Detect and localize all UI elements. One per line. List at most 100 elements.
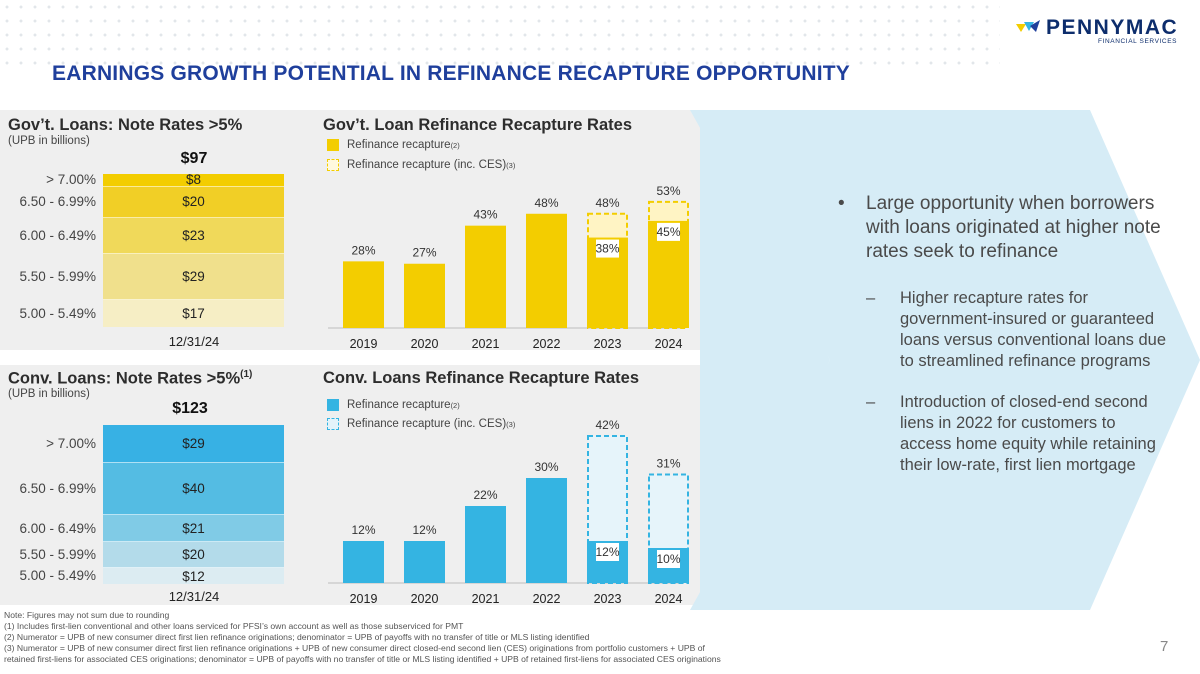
gov-recap-bar — [465, 225, 506, 328]
conv-recap-x-tick: 2020 — [411, 592, 439, 606]
gov-notes-rate-label: > 7.00% — [46, 172, 96, 188]
conv-notes-segment-value: $29 — [182, 436, 205, 452]
conv-notes-segment-value: $21 — [182, 520, 205, 536]
gov-recap-title: Gov’t. Loan Refinance Recapture Rates — [323, 116, 632, 134]
gov-recap-bar — [343, 261, 384, 328]
gov-recap-bar — [526, 213, 567, 328]
conv-notes-segment-value: $40 — [182, 481, 205, 497]
gov-legend-dashed-swatch — [327, 159, 339, 171]
gov-notes-rate-label: 5.50 - 5.99% — [19, 269, 96, 285]
bullet-dot: • — [838, 193, 845, 214]
bullet-main-text: Large opportunity when borrowers with lo… — [866, 193, 1161, 262]
conv-notes-segment: $29 — [103, 425, 284, 464]
conv-legend-dashed: Refinance recapture (inc. CES) (3) — [327, 418, 515, 430]
gov-notes-segment-value: $23 — [182, 228, 205, 244]
gov-legend-solid-swatch — [327, 139, 339, 151]
conv-recap-x-tick: 2019 — [350, 592, 378, 606]
bullet-sub-2-text: Introduction of closed-end second liens … — [900, 393, 1156, 474]
gov-recap-bar-label: 45% — [656, 225, 680, 239]
conv-recap-x-tick: 2023 — [594, 592, 622, 606]
footnote: (3) Numerator = UPB of new consumer dire… — [4, 643, 705, 653]
conv-recap-bar-label: 10% — [656, 552, 680, 566]
conv-notes-rate-label: > 7.00% — [46, 436, 96, 452]
conv-notes-title-text: Conv. Loans: Note Rates >5% — [8, 369, 241, 388]
bullet-dash: – — [866, 289, 876, 307]
gov-legend-solid: Refinance recapture (2) — [327, 139, 460, 151]
callout-arrow — [690, 110, 1200, 610]
gov-notes-subtitle: (UPB in billions) — [8, 135, 90, 147]
gov-notes-total: $97 — [180, 150, 208, 167]
gov-legend-solid-sup: (2) — [450, 140, 460, 150]
gov-legend-dashed-label: Refinance recapture (inc. CES) — [347, 159, 507, 171]
bullet-sub-1-text: Higher recapture rates for government-in… — [900, 289, 1167, 370]
arrow-tip — [700, 110, 830, 610]
page-title: EARNINGS GROWTH POTENTIAL IN REFINANCE R… — [52, 62, 850, 85]
conv-notes-title: Conv. Loans: Note Rates >5%(1) — [8, 369, 252, 389]
gov-notes-rate-label: 6.50 - 6.99% — [19, 194, 96, 210]
conv-notes-title-sup: (1) — [240, 369, 253, 380]
conv-recap-bar — [404, 541, 445, 583]
brand-name: PENNYMAC — [1046, 16, 1179, 39]
gov-recap-chart: 28% 2019 27% 2020 43% 2021 48% 2022 48% 38% 2023 53… — [328, 184, 689, 351]
gov-notes-segment-value: $8 — [185, 172, 202, 188]
conv-recap-x-tick: 2021 — [472, 592, 500, 606]
conv-notes-subtitle: (UPB in billions) — [8, 388, 90, 400]
conv-notes-segment-value: $20 — [182, 547, 205, 563]
conv-recap-bar-label: 12% — [595, 545, 619, 559]
footnote: (1) Includes first-lien conventional and… — [4, 621, 464, 631]
conv-recap-bar — [343, 541, 384, 583]
gov-recap-bar-label-box — [657, 222, 680, 241]
bullet-dash: – — [866, 393, 876, 411]
gov-notes-rate-label: 6.00 - 6.49% — [19, 228, 96, 244]
conv-notes-rate-label: 5.00 - 5.49% — [19, 568, 96, 584]
conv-legend-dashed-swatch — [327, 418, 339, 430]
bullet-sub-2: – Introduction of closed-end second liens… — [838, 392, 1168, 476]
gov-recap-x-tick: 2021 — [472, 337, 500, 351]
bullet-main: • Large opportunity when borrowers with l… — [838, 192, 1168, 264]
pennymac-logo: PENNYMAC FINANCIAL SERVICES — [1016, 16, 1186, 48]
gov-legend-dashed-sup: (3) — [506, 160, 516, 170]
gov-recap-bar-ces-label: 53% — [656, 184, 680, 198]
gov-recap-x-tick: 2024 — [655, 337, 683, 351]
gov-notes-segment: $17 — [103, 300, 284, 327]
conv-notes-segment: $12 — [103, 568, 284, 584]
gov-legend-solid-label: Refinance recapture — [347, 139, 451, 151]
conv-notes-segment: $40 — [103, 463, 284, 516]
conv-recap-bar-ces-label: 42% — [595, 418, 619, 432]
gov-notes-segment: $23 — [103, 218, 284, 255]
gov-recap-bar-ces-label: 48% — [595, 196, 619, 210]
conv-notes-total: $123 — [172, 400, 208, 417]
conv-recap-bar-ces-label: 31% — [656, 457, 680, 471]
conv-legend-solid-swatch — [327, 399, 339, 411]
pennymac-logo-icon — [1016, 20, 1040, 32]
gov-legend-dashed: Refinance recapture (inc. CES) (3) — [327, 159, 515, 171]
gov-recap-x-tick: 2019 — [350, 337, 378, 351]
gov-recap-x-tick: 2022 — [533, 337, 561, 351]
conv-legend-dashed-sup: (3) — [506, 419, 516, 429]
conv-notes-segment: $20 — [103, 542, 284, 569]
gov-notes-segment: $29 — [103, 254, 284, 301]
gov-recap-x-tick: 2023 — [594, 337, 622, 351]
conv-recap-bar — [526, 478, 567, 583]
conv-legend-solid-label: Refinance recapture — [347, 399, 451, 411]
gov-notes-segment: $20 — [103, 186, 284, 219]
conv-recap-bar-label: 12% — [412, 523, 436, 537]
page-number: 7 — [1160, 638, 1169, 655]
conv-legend-solid: Refinance recapture (2) — [327, 399, 460, 411]
gov-notes-date: 12/31/24 — [168, 334, 220, 349]
conv-recap-title: Conv. Loans Refinance Recapture Rates — [323, 369, 640, 387]
brand-subtitle: FINANCIAL SERVICES — [1098, 38, 1178, 45]
footnote: Note: Figures may not sum due to roundin… — [4, 610, 170, 620]
gov-notes-title: Gov’t. Loans: Note Rates >5% — [8, 116, 243, 134]
conv-recap-bar-label-box — [657, 550, 680, 568]
gov-recap-bar-label: 48% — [534, 196, 558, 210]
conv-notes-date: 12/31/24 — [168, 589, 220, 604]
footnote: (2) Numerator = UPB of new consumer dire… — [4, 632, 590, 642]
gov-recap-bar-label-box — [596, 239, 619, 258]
conv-recap-bar-label-box — [596, 543, 619, 561]
gov-notes-rate-label: 5.00 - 5.49% — [19, 305, 96, 321]
conv-notes-rate-label: 5.50 - 5.99% — [19, 547, 96, 563]
conv-recap-bar — [465, 506, 506, 583]
dot-pattern — [0, 0, 1000, 70]
conv-notes-segment: $21 — [103, 515, 284, 543]
